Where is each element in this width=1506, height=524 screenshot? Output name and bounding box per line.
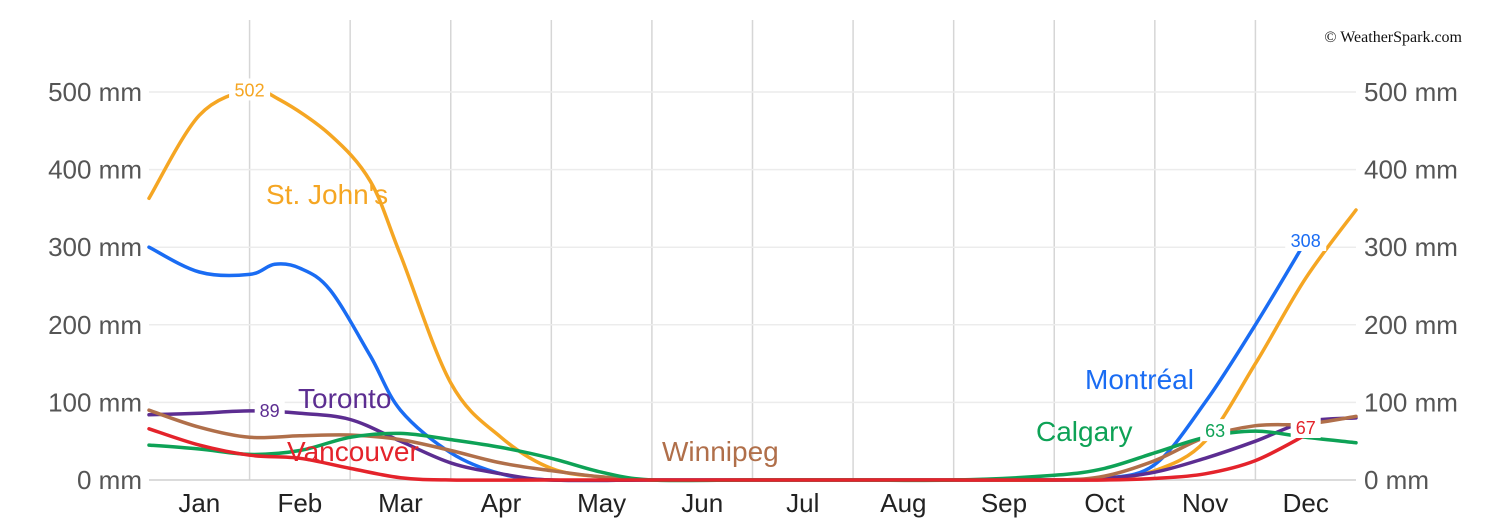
data-label-st-john-s: 502 [235, 80, 265, 100]
y-tick-label-right: 300 mm [1364, 232, 1458, 262]
vertical-gridlines [248, 20, 1257, 480]
y-tick-label-right: 0 mm [1364, 465, 1429, 495]
series-line-vancouver [147, 427, 1308, 482]
x-tick-label-month: Dec [1283, 488, 1329, 518]
y-tick-label-left: 200 mm [48, 310, 142, 340]
series-name-calgary: Calgary [1036, 416, 1132, 447]
data-label-background [1285, 228, 1327, 251]
series-name-st-john-s: St. John's [266, 179, 388, 210]
x-tick-label-month: Aug [880, 488, 926, 518]
y-tick-label-left: 300 mm [48, 232, 142, 262]
series-labels: St. John's 502 Montréal 308 Toronto 89 Winnipe… [229, 78, 1327, 467]
y-tick-label-left: 500 mm [48, 77, 142, 107]
y-tick-label-left: 100 mm [48, 387, 142, 417]
x-tick-label-month: Jan [178, 488, 220, 518]
x-axis-month-ticks: Jan Feb Mar Apr May Jun Jul Aug Sep Oct Nov Dec [178, 488, 1329, 518]
data-label-vancouver: 67 [1296, 418, 1316, 438]
series-name-vancouver: Vancouver [287, 436, 419, 467]
y-tick-label-right: 100 mm [1364, 387, 1458, 417]
data-label-background [229, 78, 271, 101]
data-label-toronto: 89 [260, 401, 280, 421]
data-label-background [1200, 419, 1231, 442]
x-tick-label-month: Feb [277, 488, 322, 518]
data-label-calgary: 63 [1205, 421, 1225, 441]
weatherspark-credit: © WeatherSpark.com [1324, 29, 1462, 46]
x-tick-label-month: May [577, 488, 626, 518]
series-name-montr-al: Montréal [1085, 364, 1194, 395]
series-name-winnipeg: Winnipeg [662, 436, 779, 467]
x-tick-label-month: Mar [378, 488, 423, 518]
y-axis-left-ticks: 0 mm 100 mm 200 mm 300 mm 400 mm 500 mm [48, 77, 142, 495]
y-tick-label-right: 400 mm [1364, 155, 1458, 185]
x-tick-label-month: Nov [1182, 488, 1228, 518]
y-tick-label-left: 0 mm [77, 465, 142, 495]
x-tick-label-month: Apr [481, 488, 522, 518]
data-label-background [1290, 416, 1321, 439]
x-tick-label-month: Sep [981, 488, 1027, 518]
series-lines [147, 88, 1358, 483]
x-tick-label-month: Jun [681, 488, 723, 518]
y-tick-label-right: 200 mm [1364, 310, 1458, 340]
data-label-background [254, 398, 285, 421]
x-tick-label-month: Oct [1084, 488, 1125, 518]
y-tick-label-left: 400 mm [48, 155, 142, 185]
y-axis-right-ticks: 0 mm 100 mm 200 mm 300 mm 400 mm 500 mm [1364, 77, 1458, 495]
horizontal-gridlines [149, 91, 1356, 481]
y-tick-label-right: 500 mm [1364, 77, 1458, 107]
data-label-montr-al: 308 [1291, 231, 1321, 251]
series-name-toronto: Toronto [298, 383, 391, 414]
x-tick-label-month: Jul [786, 488, 819, 518]
